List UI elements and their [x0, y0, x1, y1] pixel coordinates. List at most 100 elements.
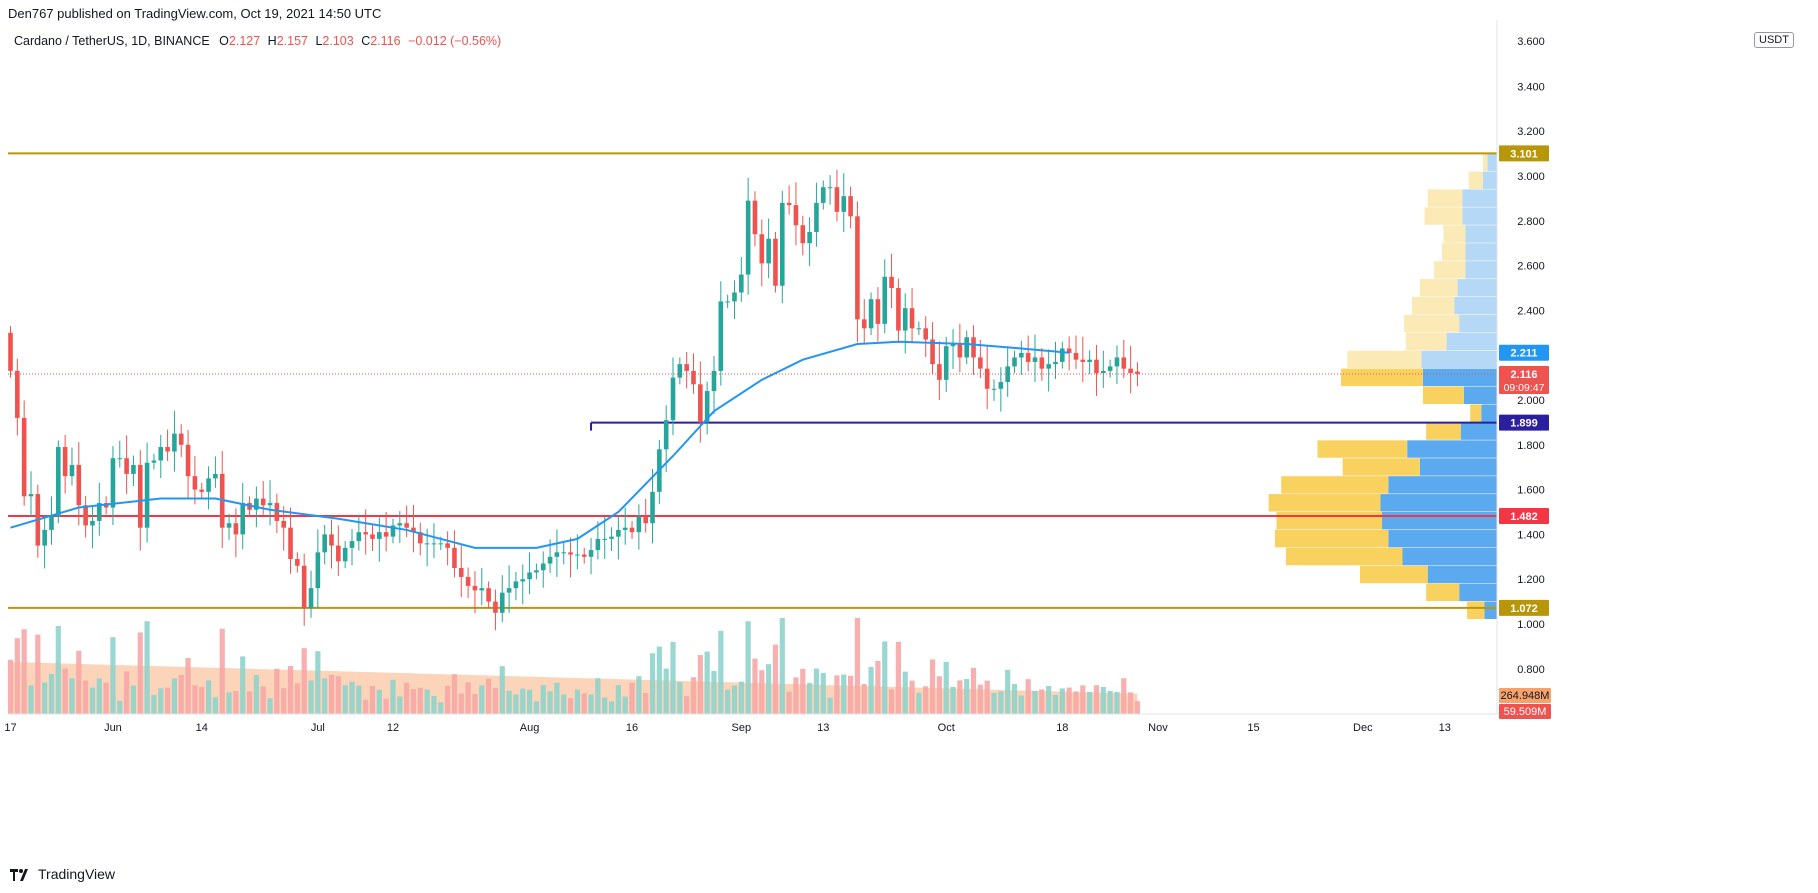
candle	[827, 175, 833, 205]
vp-up-bar	[1427, 565, 1497, 584]
volume-bar	[923, 686, 929, 714]
ma-price-label-bg	[1499, 344, 1549, 361]
candle-body	[704, 391, 710, 423]
candle-body	[15, 370, 20, 418]
volume-bar	[137, 632, 143, 714]
vp-down-bar	[1426, 422, 1461, 440]
volume-bar	[868, 667, 874, 714]
candle-body	[718, 301, 724, 371]
candle-body	[786, 202, 792, 206]
price-tick-label: 2.400	[1517, 305, 1545, 317]
candle-body	[458, 568, 464, 577]
candle-body	[418, 532, 423, 544]
candle-body	[602, 538, 608, 540]
open-label: O	[219, 34, 229, 48]
price-tick-label-top: 3.600	[1517, 36, 1545, 48]
candle	[909, 288, 915, 344]
candle-body	[861, 319, 867, 329]
candle	[650, 468, 655, 544]
volume-label-bg	[1499, 704, 1551, 719]
candle-body	[677, 364, 683, 378]
candle	[1066, 336, 1072, 371]
candle	[1073, 335, 1079, 370]
candle-body	[404, 523, 409, 528]
volume-bar	[929, 659, 936, 714]
price-axis[interactable]: 0.8001.0001.2001.4001.6001.8002.0002.200…	[8, 20, 1545, 715]
candle-body	[151, 460, 157, 463]
vp-down-bar	[1405, 332, 1447, 351]
time-axis[interactable]: 17 Jun 14 Jul 12 Aug 16 Sep 13 Oct 18 Nov 15 Dec 13	[4, 722, 1451, 734]
candle	[855, 201, 860, 343]
candle-body	[807, 232, 812, 244]
candle-body	[663, 420, 669, 450]
candle	[561, 542, 567, 565]
volume-bar	[1121, 678, 1127, 714]
vp-down-bar	[1281, 476, 1389, 494]
volume-bar	[233, 691, 239, 714]
volume-bar	[793, 677, 799, 714]
candle	[616, 515, 621, 560]
candle-body	[424, 543, 430, 545]
volume-bar	[875, 661, 881, 714]
candle	[479, 568, 485, 606]
vp-down-bar	[1422, 386, 1464, 404]
candle	[445, 531, 450, 566]
volume-bar	[847, 675, 854, 714]
volume-bar	[902, 671, 908, 714]
volume-bar	[649, 653, 656, 714]
candle	[458, 545, 464, 598]
volume-bar	[602, 697, 608, 714]
volume-bar	[260, 686, 266, 714]
candle-body	[206, 478, 211, 492]
vp-up-bar	[1482, 171, 1497, 189]
volume-bar	[158, 688, 164, 714]
volume-bar	[506, 690, 512, 714]
volume-bar	[533, 701, 540, 714]
currency-button[interactable]: USDT	[1754, 32, 1794, 48]
volume-bar	[69, 678, 75, 714]
candle	[465, 567, 471, 599]
volume-bar	[964, 679, 970, 714]
volume-bar	[554, 682, 560, 714]
symbol-name[interactable]: Cardano / TetherUS, 1D, BINANCE	[14, 34, 210, 48]
candle-body	[547, 556, 553, 564]
volume-bar	[888, 689, 895, 714]
candle	[377, 517, 382, 562]
candle	[534, 563, 539, 580]
candle-body	[377, 532, 382, 539]
volume-bar	[745, 621, 751, 714]
volume-bar	[192, 685, 198, 714]
volume-bar	[1046, 686, 1052, 714]
candle-body	[554, 552, 560, 557]
volume-bar	[499, 666, 505, 714]
price-tick-label: 1.400	[1517, 529, 1545, 541]
vp-up-bar	[1460, 422, 1497, 440]
candle-body	[991, 388, 997, 390]
volume-bar	[390, 679, 396, 714]
vp-up-bar	[1487, 153, 1497, 172]
candle-body	[8, 332, 13, 371]
vp-up-bar	[1481, 404, 1497, 422]
candle	[15, 358, 20, 436]
volume-bar	[567, 698, 574, 714]
candle	[431, 523, 437, 559]
candle	[930, 322, 935, 374]
candle	[295, 552, 300, 573]
candle-body	[363, 532, 368, 535]
candle	[1101, 350, 1106, 388]
candle-body	[800, 225, 806, 244]
vp-up-bar	[1388, 476, 1497, 494]
volume-bar	[349, 681, 355, 714]
vp-down-bar	[1268, 494, 1381, 512]
candle-body	[820, 187, 826, 203]
footer-brand[interactable]: TradingView	[10, 866, 115, 882]
candle-body	[1087, 359, 1092, 362]
vp-down-bar	[1427, 189, 1463, 207]
candle-body	[295, 559, 300, 566]
candle-body	[472, 585, 478, 591]
candle	[677, 357, 683, 385]
price-tick-label: 1.200	[1517, 574, 1545, 586]
candle-body	[370, 534, 375, 539]
candle-body	[964, 337, 969, 358]
